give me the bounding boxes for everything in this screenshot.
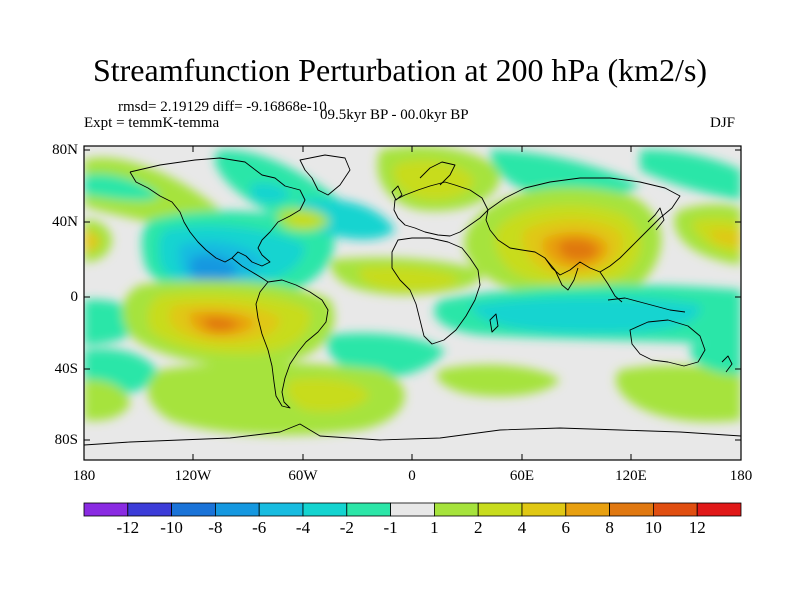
coastline-greenland: [299, 154, 351, 196]
coastline-scandinavia: [419, 161, 456, 186]
contour-positive-region: [710, 229, 741, 246]
coastline-africa: [391, 237, 481, 345]
colorbar-label: 4: [517, 518, 527, 537]
colorbar-swatch: [171, 502, 216, 517]
coastline-madagascar: [489, 313, 499, 333]
contour-positive-region: [84, 230, 100, 252]
coastline-asia: [485, 177, 681, 276]
x-tick-label: 180: [72, 468, 96, 484]
coastline-central-america: [231, 257, 269, 283]
coastline-antarctica: [84, 423, 741, 446]
season-label: DJF: [710, 115, 736, 131]
contour-positive-region: [359, 266, 460, 291]
tick-marks: [83, 146, 742, 460]
period-label: 09.5kyr BP - 00.0kyr BP: [320, 107, 469, 123]
contour-negative-region: [250, 183, 290, 203]
colorbar-swatch: [83, 502, 129, 517]
contour-negative-region: [298, 198, 395, 240]
contour-positive-region: [615, 365, 741, 422]
colorbar-label: -1: [383, 518, 398, 537]
colorbar-swatch: [653, 502, 698, 517]
colorbar-swatch: [565, 502, 610, 517]
x-tick-label: 180: [729, 468, 753, 484]
colorbar-label: -10: [160, 518, 183, 537]
x-tick-label: 0: [408, 468, 416, 484]
coastline-indonesia: [607, 297, 686, 313]
contour-negative-region: [640, 149, 741, 200]
colorbar-label: 10: [644, 518, 662, 537]
colorbar-label: -2: [339, 518, 354, 537]
colorbar-swatch: [346, 502, 391, 517]
colorbar-swatch: [696, 502, 742, 517]
y-tick-label: 80N: [52, 142, 78, 158]
contour-positive-region: [436, 364, 560, 397]
x-tick-label: 60E: [509, 468, 535, 484]
chart-title: Streamfunction Perturbation at 200 hPa (…: [92, 52, 708, 88]
colorbar: [83, 502, 742, 517]
colorbar-label: 12: [688, 518, 706, 537]
coastlines: [84, 154, 741, 446]
colorbar-label: 1: [430, 518, 439, 537]
coastline-south-america: [255, 279, 329, 409]
colorbar-label: 6: [561, 518, 571, 537]
coastline-japan: [647, 207, 665, 231]
contour-negative-region: [360, 339, 400, 357]
contour-positive-region: [290, 213, 320, 227]
colorbar-swatch: [521, 502, 567, 517]
coastline-europe: [393, 181, 489, 237]
colorbar-label: -12: [116, 518, 140, 537]
colorbar-swatch: [214, 502, 260, 517]
experiment-label: Expt = temmK-temma: [84, 115, 220, 131]
coastline-australia: [629, 319, 706, 367]
y-tick-label: 40N: [52, 214, 78, 230]
colorbar-label: 8: [605, 518, 614, 537]
colorbar-swatch: [302, 502, 348, 517]
colorbar-swatch: [258, 502, 304, 517]
coastline-new-zealand: [721, 355, 733, 373]
coastline-india: [544, 257, 579, 291]
x-tick-label: 60W: [288, 468, 318, 484]
coastline-uk: [391, 185, 403, 201]
contour-positive-region: [204, 317, 238, 331]
contour-positive-region: [286, 378, 370, 412]
colorbar-swatch: [127, 502, 173, 517]
colorbar-label: -8: [208, 518, 223, 537]
y-tick-label: 80S: [54, 432, 78, 448]
stats-label: rmsd= 2.19129 diff= -9.16868e-10: [118, 99, 327, 115]
contour-positive-region: [84, 379, 130, 421]
contour-field: [84, 146, 741, 436]
colorbar-label: -4: [295, 518, 311, 537]
contour-negative-region: [690, 342, 741, 375]
x-tick-label: 120E: [615, 468, 647, 484]
y-tick-label: 40S: [54, 361, 78, 377]
y-tick-label: 0: [70, 289, 79, 305]
colorbar-swatch: [433, 502, 479, 517]
coastline-north-america: [129, 157, 306, 267]
colorbar-label: 2: [473, 518, 483, 537]
colorbar-swatch: [609, 502, 654, 517]
colorbar-swatch: [477, 502, 523, 517]
x-tick-label: 120W: [174, 468, 212, 484]
contour-positive-region: [393, 160, 475, 200]
contour-negative-region: [84, 173, 160, 201]
colorbar-swatch: [390, 502, 435, 517]
contour-positive-region: [558, 239, 598, 261]
colorbar-label: -6: [252, 518, 267, 537]
